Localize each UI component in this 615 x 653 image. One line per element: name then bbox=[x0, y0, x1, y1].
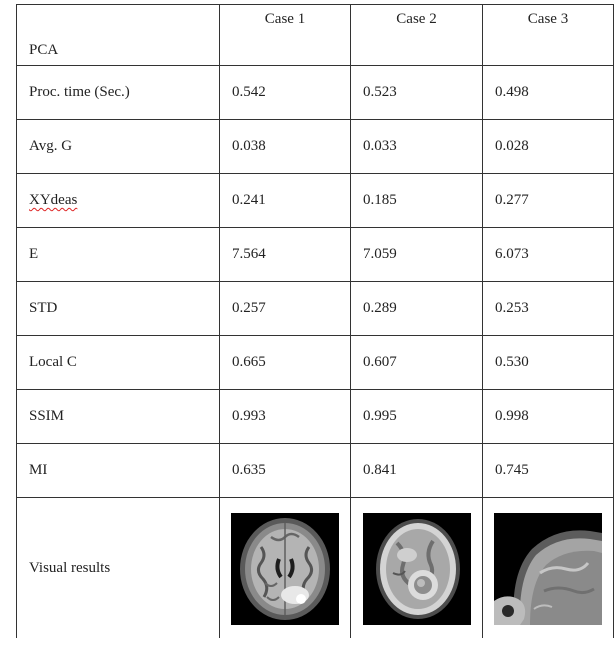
table-cell: 0.257 bbox=[219, 281, 351, 336]
column-header-case-1: Case 1 bbox=[219, 4, 351, 66]
table-cell-image bbox=[482, 497, 614, 638]
row-label: Proc. time (Sec.) bbox=[16, 65, 220, 120]
brain-mri-axial-lesion-icon bbox=[362, 513, 471, 625]
table-row: Proc. time (Sec.) 0.542 0.523 0.498 bbox=[16, 65, 614, 120]
table-cell: 0.038 bbox=[219, 119, 351, 174]
table-cell: 0.253 bbox=[482, 281, 614, 336]
table-cell: 0.841 bbox=[350, 443, 483, 498]
table-cell-image bbox=[350, 497, 483, 638]
brain-mri-axial-icon bbox=[231, 513, 339, 625]
row-label: Avg. G bbox=[16, 119, 220, 174]
table-row: Local C 0.665 0.607 0.530 bbox=[16, 335, 614, 390]
row-label: SSIM bbox=[16, 389, 220, 444]
table-cell: 0.635 bbox=[219, 443, 351, 498]
header-row: PCA Case 1 Case 2 Case 3 bbox=[16, 4, 614, 66]
visual-results-row: Visual results bbox=[16, 497, 614, 638]
table-row: MI 0.635 0.841 0.745 bbox=[16, 443, 614, 498]
table-cell: 0.498 bbox=[482, 65, 614, 120]
table-row: Avg. G 0.038 0.033 0.028 bbox=[16, 119, 614, 174]
brain-mri-sagittal-icon bbox=[494, 513, 602, 625]
table-cell: 0.665 bbox=[219, 335, 351, 390]
table-row: STD 0.257 0.289 0.253 bbox=[16, 281, 614, 336]
table-cell: 0.993 bbox=[219, 389, 351, 444]
table-cell: 0.998 bbox=[482, 389, 614, 444]
spellcheck-underlined-label: XYdeas bbox=[29, 192, 78, 208]
row-label: E bbox=[16, 227, 220, 282]
table-cell: 7.564 bbox=[219, 227, 351, 282]
table-cell: 0.530 bbox=[482, 335, 614, 390]
table-cell: 7.059 bbox=[350, 227, 483, 282]
table-cell-image bbox=[219, 497, 351, 638]
table-cell: 0.277 bbox=[482, 173, 614, 228]
table-cell: 6.073 bbox=[482, 227, 614, 282]
row-label: STD bbox=[16, 281, 220, 336]
table-cell: 0.185 bbox=[350, 173, 483, 228]
column-header-case-2: Case 2 bbox=[350, 4, 483, 66]
table-cell: 0.607 bbox=[350, 335, 483, 390]
table-row: E 7.564 7.059 6.073 bbox=[16, 227, 614, 282]
corner-label: PCA bbox=[16, 4, 220, 66]
row-label: Local C bbox=[16, 335, 220, 390]
table-cell: 0.523 bbox=[350, 65, 483, 120]
table-cell: 0.542 bbox=[219, 65, 351, 120]
table-row: SSIM 0.993 0.995 0.998 bbox=[16, 389, 614, 444]
table-cell: 0.033 bbox=[350, 119, 483, 174]
table-cell: 0.289 bbox=[350, 281, 483, 336]
column-header-case-3: Case 3 bbox=[482, 4, 614, 66]
table-cell: 0.995 bbox=[350, 389, 483, 444]
table-cell: 0.028 bbox=[482, 119, 614, 174]
row-label: XYdeas bbox=[16, 173, 220, 228]
table-row: XYdeas 0.241 0.185 0.277 bbox=[16, 173, 614, 228]
row-label: Visual results bbox=[16, 497, 220, 638]
table-cell: 0.745 bbox=[482, 443, 614, 498]
pca-results-table: PCA Case 1 Case 2 Case 3 Proc. time (Sec… bbox=[16, 4, 614, 638]
row-label: MI bbox=[16, 443, 220, 498]
table-cell: 0.241 bbox=[219, 173, 351, 228]
